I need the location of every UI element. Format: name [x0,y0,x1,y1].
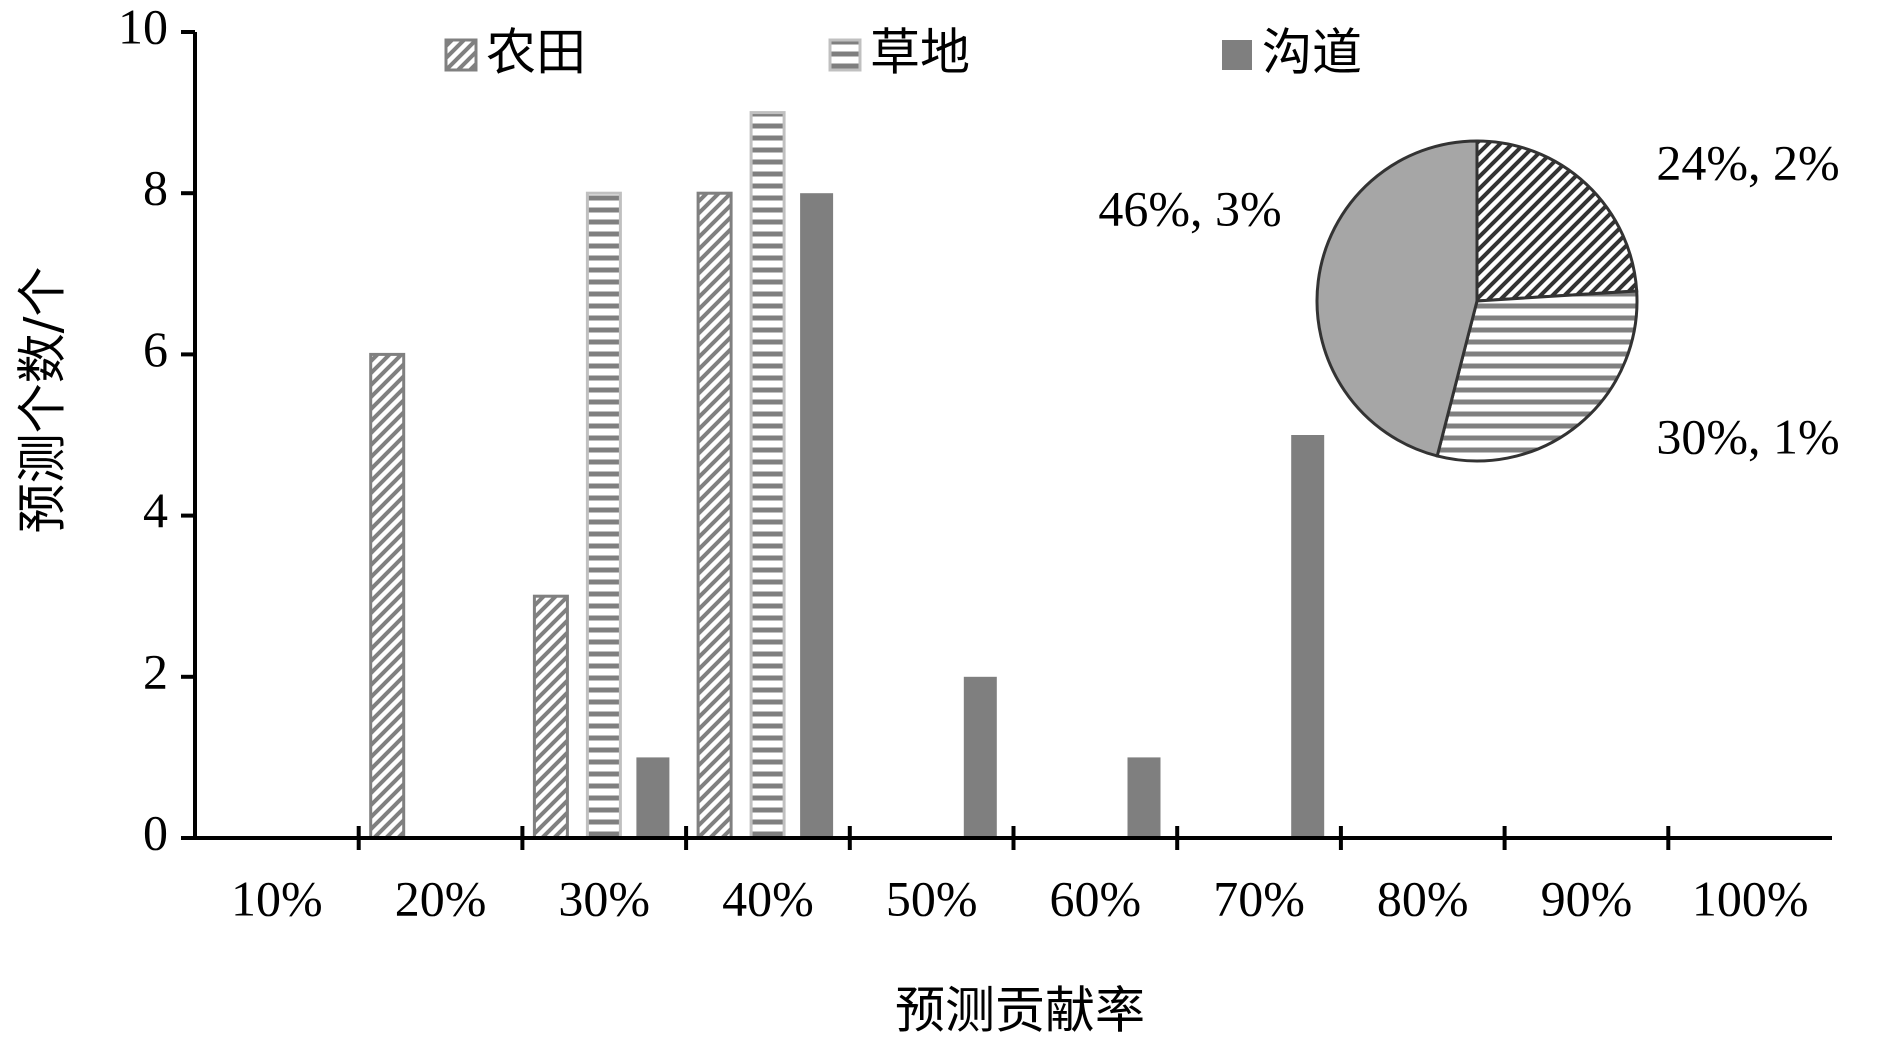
x-tick-label: 60% [1050,870,1142,926]
legend-swatch [828,38,862,72]
x-tick-label: 40% [722,870,814,926]
y-tick-label: 10 [118,0,168,54]
y-axis-title: 预测个数/个 [14,267,72,534]
x-tick-label: 30% [558,870,650,926]
bar [1291,435,1325,838]
x-tick-label: 100% [1692,870,1809,926]
pie-slice [1435,289,1639,463]
y-tick-label: 2 [143,643,168,699]
legend-swatch [444,38,478,72]
pie-label: 24%, 2% [1656,134,1839,190]
x-axis-title: 预测贡献率 [895,982,1145,1040]
legend-swatch [1222,40,1252,70]
y-tick-label: 4 [143,482,168,538]
pie-label: 30%, 1% [1656,408,1839,464]
y-tick-label: 8 [143,160,168,216]
pie-slice [1475,139,1639,303]
y-tick-label: 6 [143,321,168,377]
legend-label: 农田 [486,24,586,82]
x-tick-label: 50% [886,870,978,926]
x-tick-label: 90% [1541,870,1633,926]
y-tick-label: 0 [143,804,168,860]
bar [696,191,733,840]
bar [532,594,569,840]
bar [963,676,997,838]
pie-label: 46%, 3% [1098,180,1281,236]
legend-label: 草地 [870,24,970,82]
pie-slice [1315,139,1479,458]
x-tick-label: 80% [1377,870,1469,926]
x-tick-label: 10% [231,870,323,926]
x-tick-label: 70% [1213,870,1305,926]
legend-label: 沟道 [1262,24,1362,82]
bar [1127,757,1161,838]
bar [585,191,622,840]
bar [800,193,834,838]
bar [749,111,786,840]
bar [636,757,670,838]
x-tick-label: 20% [395,870,487,926]
bar [369,352,406,840]
